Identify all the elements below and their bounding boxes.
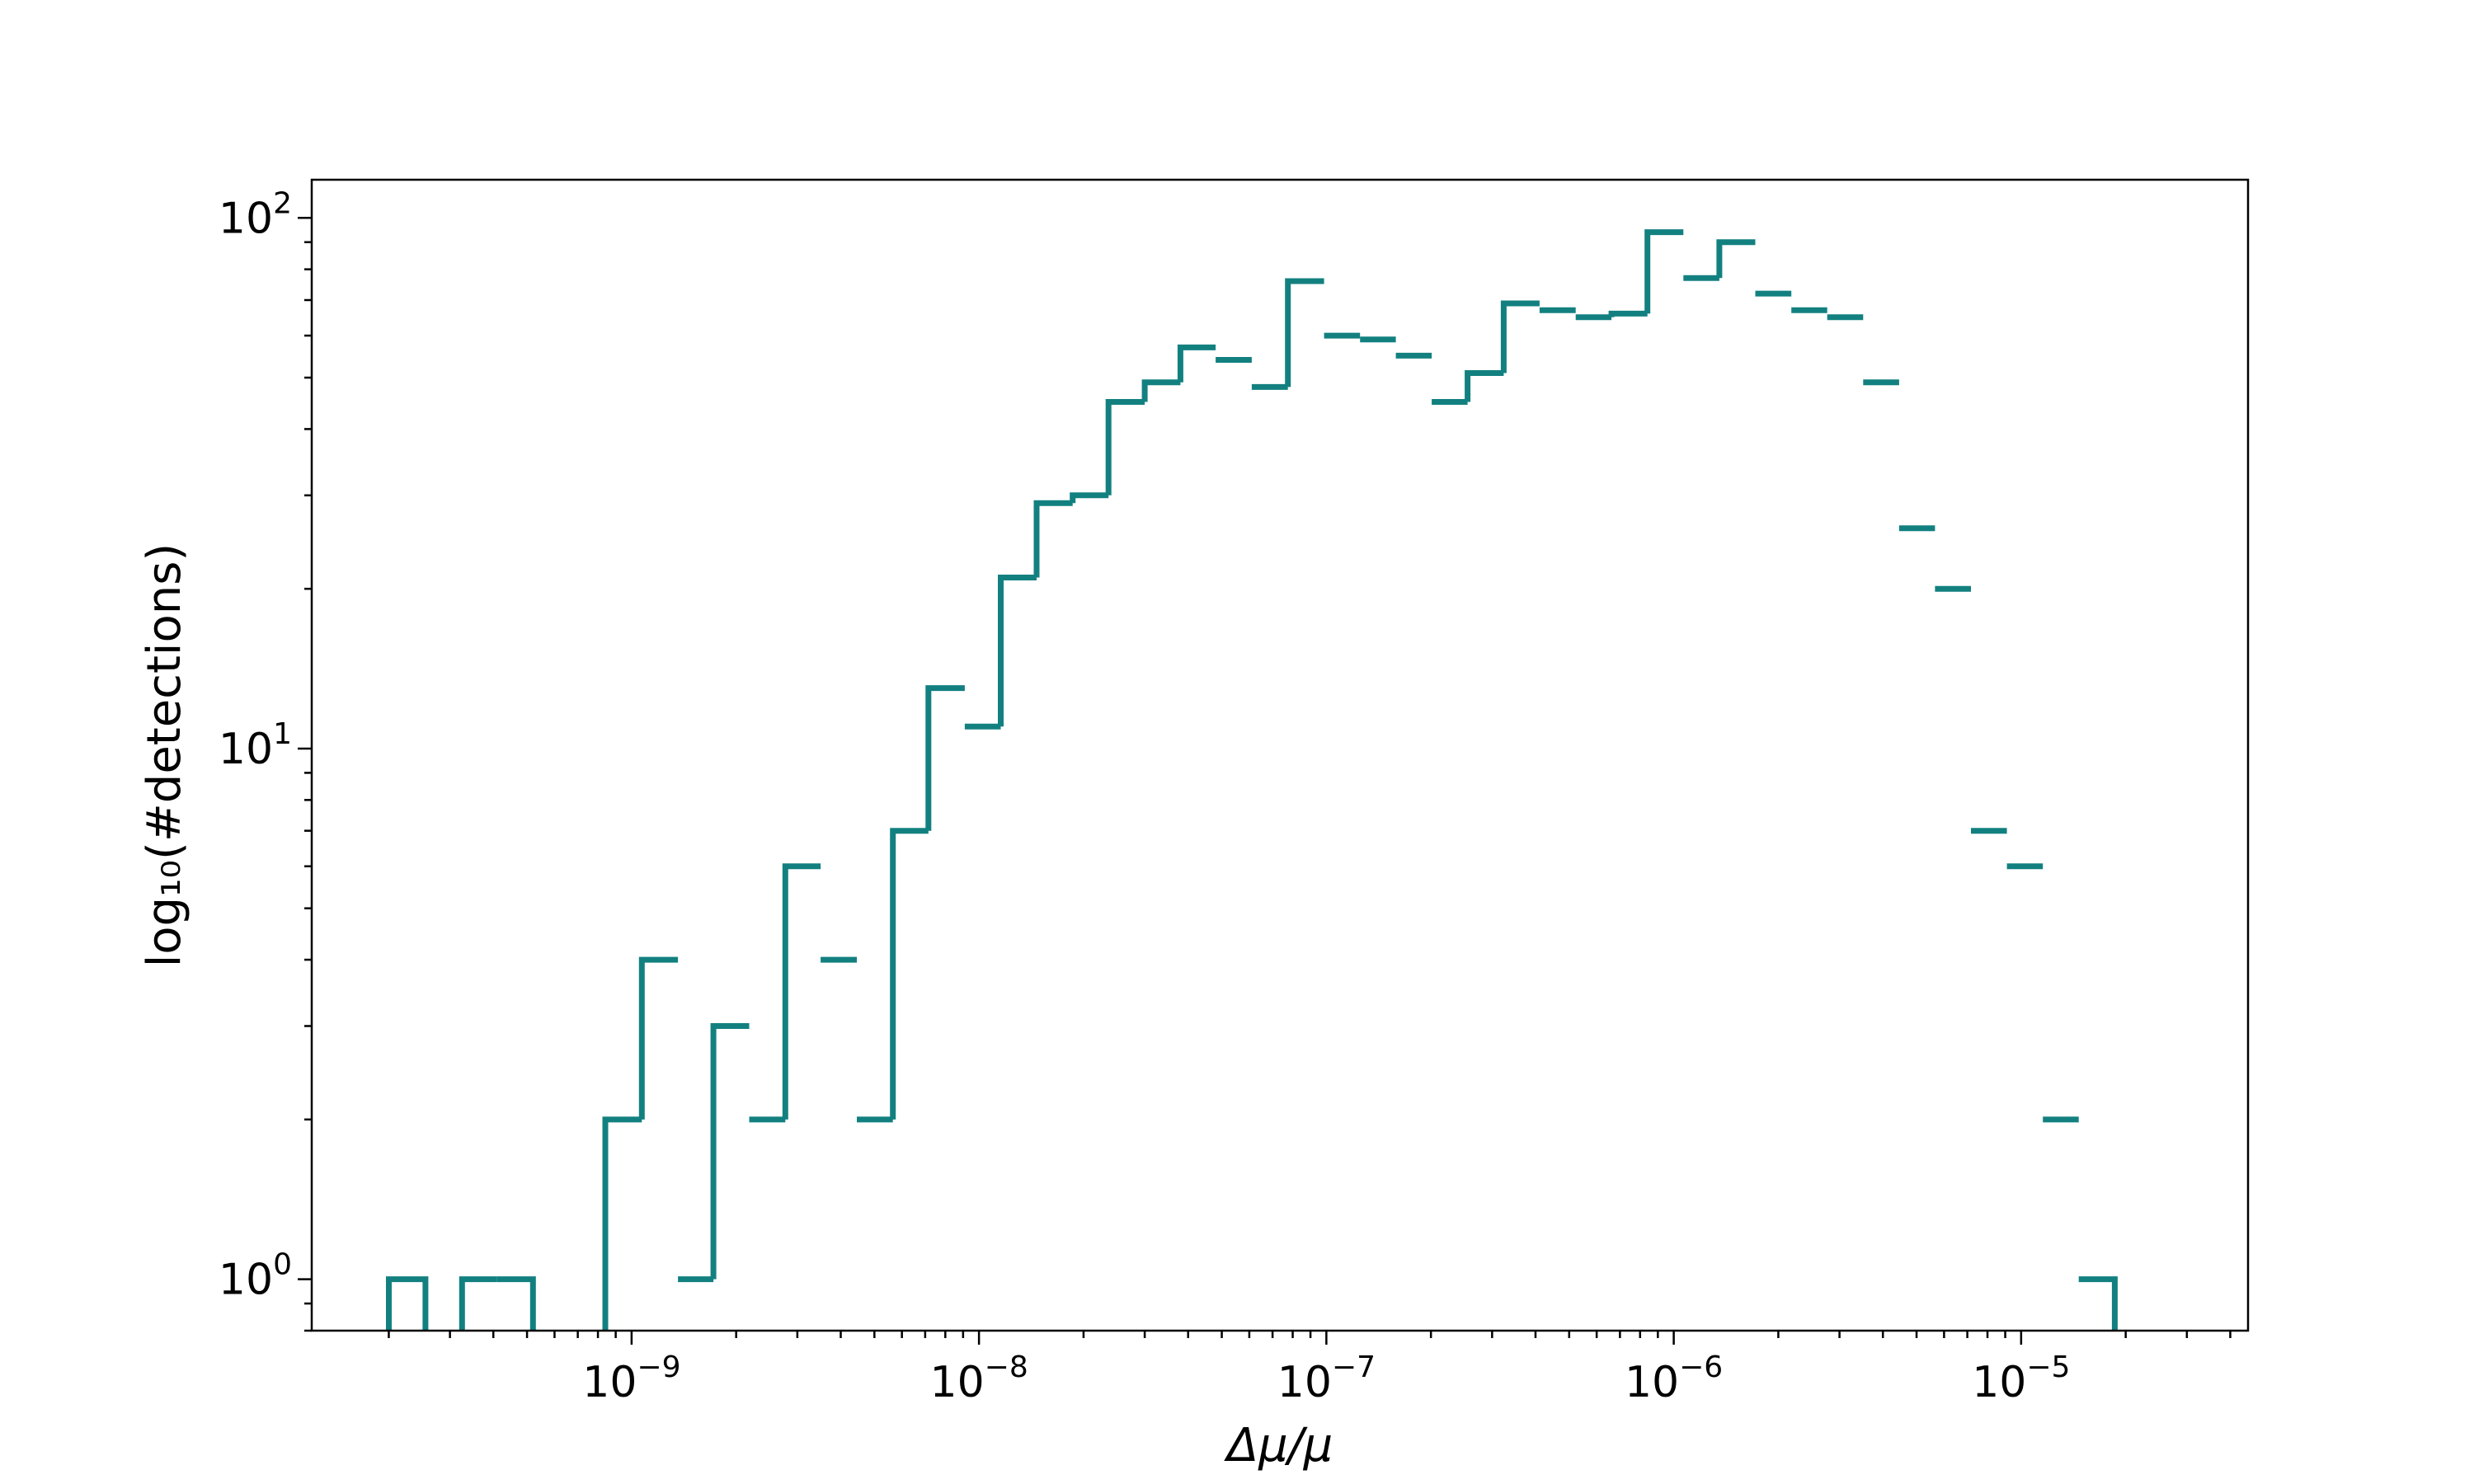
x-tick-label-exp: −9 [637, 1350, 680, 1384]
x-tick-label-exp: −6 [1679, 1350, 1723, 1384]
x-tick-label-base: 10 [1277, 1358, 1332, 1407]
x-tick-label-base: 10 [582, 1358, 637, 1407]
y-tick-label-exp: 0 [273, 1248, 292, 1282]
y-tick-label-exp: 1 [273, 717, 292, 751]
x-axis-label: Δμ/μ [1224, 1419, 1333, 1472]
y-tick-label-base: 10 [219, 1256, 273, 1305]
y-axis-label: log₁₀(#detections) [138, 543, 191, 968]
x-tick-label-exp: −8 [985, 1350, 1028, 1384]
x-tick-label-base: 10 [929, 1358, 984, 1407]
y-tick-label-base: 10 [219, 194, 273, 243]
x-tick-label-exp: −5 [2026, 1350, 2070, 1384]
y-tick-label-exp: 2 [273, 186, 292, 220]
x-tick-label-base: 10 [1625, 1358, 1679, 1407]
x-tick-label-exp: −7 [1332, 1350, 1376, 1384]
y-tick-label-base: 10 [219, 725, 273, 774]
x-tick-label-base: 10 [1972, 1358, 2026, 1407]
